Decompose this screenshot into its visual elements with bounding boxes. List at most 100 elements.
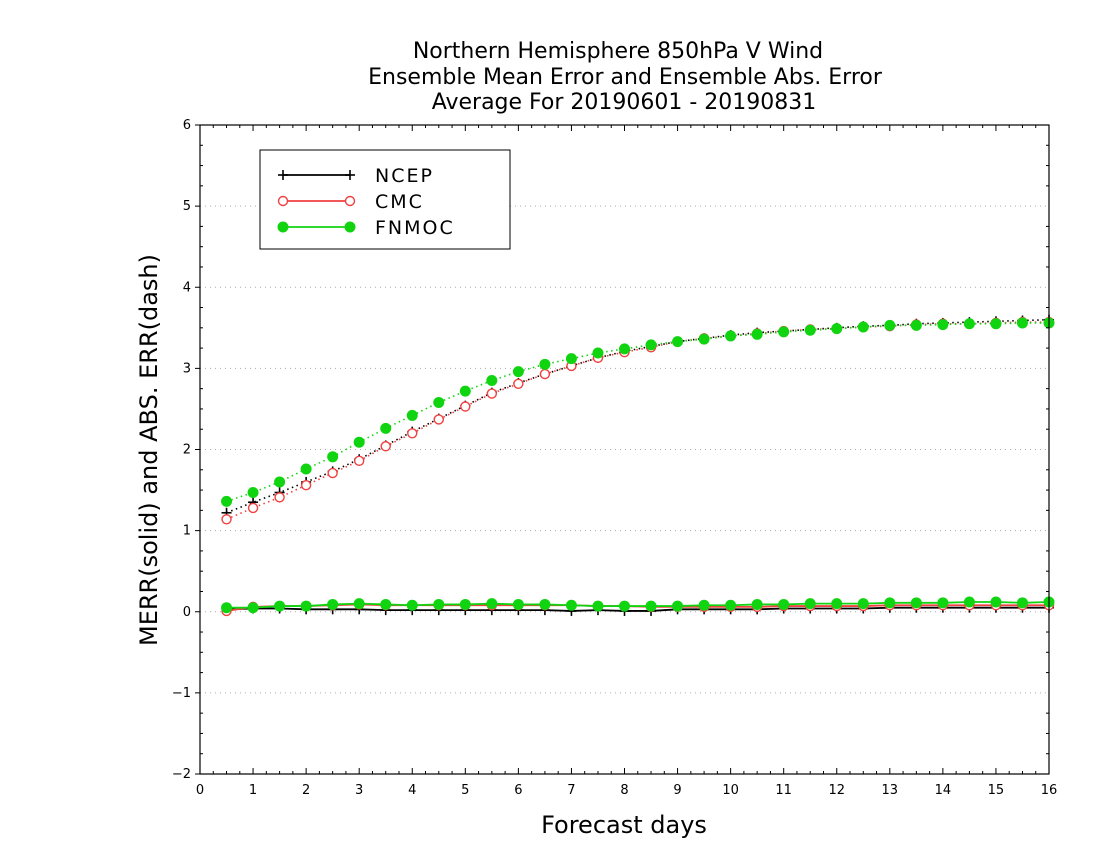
x-tick-label: 15 [988,783,1005,798]
fnmoc-abs-err-point [910,319,922,331]
legend-marker [277,195,289,207]
fnmoc-abs-err-point [937,319,949,331]
cmc-abs-err-point [486,388,498,399]
x-tick-label: 2 [302,783,310,798]
cmc-abs-err-point [327,467,338,479]
fnmoc-merr-point [831,598,843,610]
fnmoc-abs-err-point [459,385,471,397]
fnmoc-merr-point [619,600,630,612]
legend-marker [278,170,288,180]
fnmoc-merr-point [804,598,816,610]
fnmoc-merr-point [300,600,312,612]
fnmoc-abs-err-point [221,495,233,507]
legend-item-fnmoc: FNMOC [277,217,455,239]
x-tick-label: 1 [249,783,257,798]
ncep-abs-err-line [226,318,1050,514]
cmc-abs-err-point [513,378,524,389]
x-tick-label: 5 [461,783,469,798]
fnmoc-merr-point [459,598,471,610]
fnmoc-merr-point [380,598,392,610]
fnmoc-abs-err-point [592,347,604,359]
fnmoc-merr-point [512,598,524,610]
fnmoc-abs-err-point [274,476,286,488]
cmc-abs-err-point [433,414,444,425]
series-ncep [221,314,1054,616]
fnmoc-merr-point [327,598,339,610]
fnmoc-merr-point [406,599,418,611]
x-tick-label: 6 [514,783,522,798]
fnmoc-abs-err-point [353,436,365,448]
chart-title-line-1: Northern Hemisphere 850hPa V Wind [413,39,823,64]
fnmoc-abs-err-point [831,323,843,335]
fnmoc-merr-point [1016,597,1028,609]
x-axis-label: Forecast days [541,811,707,839]
series-cmc [221,316,1055,617]
legend-box [259,149,511,250]
y-tick-label: −1 [172,686,191,701]
fnmoc-merr-point [884,597,896,609]
y-tick-label: 4 [183,280,191,295]
legend-label: NCEP [375,165,434,187]
cmc-abs-err-point [247,502,259,514]
plot-area-frame [199,124,1050,775]
fnmoc-merr-point [353,598,365,610]
x-tick-label: 7 [567,783,575,798]
fnmoc-abs-err-point [990,318,1002,330]
fnmoc-abs-err-point [751,328,763,340]
fnmoc-merr-point [910,597,922,609]
fnmoc-abs-err-point [645,339,657,351]
x-tick-label: 13 [882,783,899,798]
x-tick-label: 10 [722,783,739,798]
cmc-abs-err-point [300,479,312,491]
cmc-abs-err-point [380,441,391,452]
fnmoc-merr-point [963,596,975,608]
cmc-abs-err-point [353,455,365,467]
legend-marker [345,170,355,180]
fnmoc-abs-err-point [672,336,684,348]
x-tick-label: 11 [775,783,792,798]
x-tick-label: 8 [620,783,628,798]
cmc-abs-err-point [539,368,551,380]
fnmoc-merr-point [565,599,577,611]
fnmoc-abs-err-point [884,319,896,331]
y-tick-label: 6 [183,118,191,133]
series-fnmoc [221,317,1055,614]
fnmoc-merr-point [274,600,286,612]
gridlines [200,205,1049,694]
x-tick-label: 14 [935,783,952,798]
fnmoc-abs-err-point [433,396,445,408]
y-tick-label: 2 [183,443,191,458]
cmc-abs-err-line [226,321,1049,521]
legend-marker [277,221,289,233]
fnmoc-merr-point [247,602,259,614]
cmc-abs-err-point [407,428,418,439]
fnmoc-merr-point [672,600,684,612]
y-axis-label: MERR(solid) and ABS. ERR(dash) [135,254,163,646]
legend-item-cmc: CMC [277,191,424,213]
legend-label: FNMOC [375,217,455,239]
chart-title: Northern Hemisphere 850hPa V Wind Ensemb… [368,39,883,115]
fnmoc-abs-err-point [963,318,975,330]
fnmoc-merr-point [486,598,498,610]
legend-marker [344,221,356,233]
fnmoc-merr-point [539,598,551,610]
cmc-abs-err-point [221,514,232,525]
fnmoc-abs-err-point [565,353,577,365]
fnmoc-abs-err-point [804,324,816,336]
fnmoc-abs-err-point [539,358,551,370]
fnmoc-merr-point [592,600,604,612]
fnmoc-abs-err-point [247,486,259,498]
fnmoc-merr-point [751,598,763,610]
fnmoc-abs-err-point [778,326,790,338]
fnmoc-abs-err-point [857,321,869,333]
legend-label: CMC [375,191,424,213]
y-tick-label: 0 [183,605,191,620]
legend-marker [344,195,356,207]
fnmoc-abs-err-point [406,409,418,421]
cmc-abs-err-point [274,492,285,503]
cmc-abs-err-point [460,401,471,412]
legend: NCEP CMC FNMOC [259,149,511,250]
fnmoc-merr-point [221,602,233,614]
x-tick-label: 0 [196,783,204,798]
